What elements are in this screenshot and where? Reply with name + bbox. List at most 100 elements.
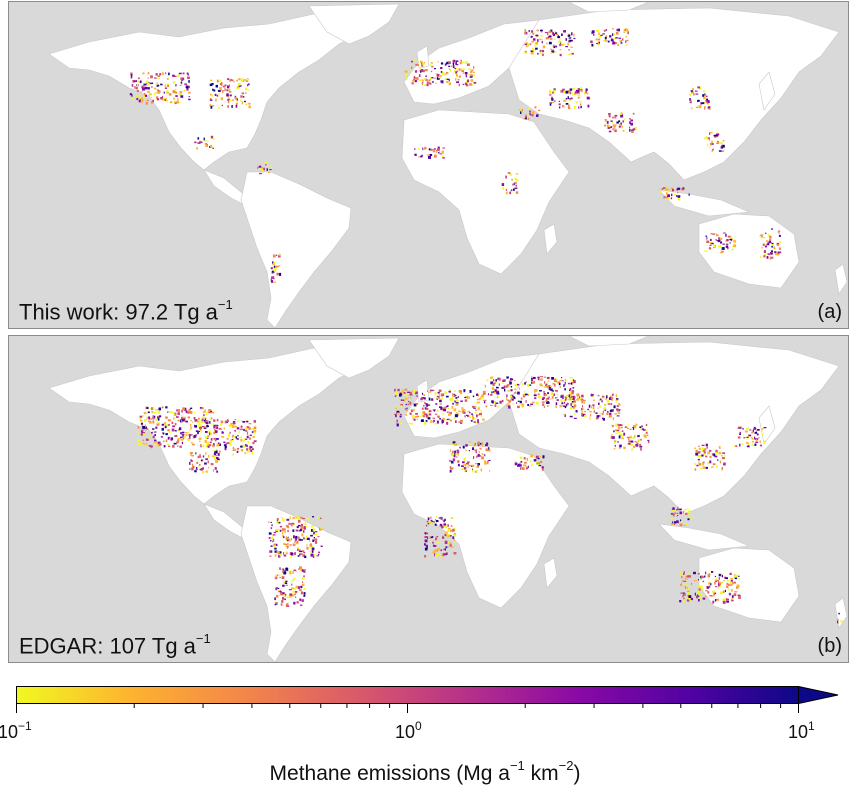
- emission-point: [731, 600, 734, 602]
- emission-point: [191, 467, 194, 471]
- emission-point: [163, 440, 165, 443]
- emission-point: [300, 516, 303, 519]
- emission-point: [554, 51, 557, 53]
- emission-point: [428, 156, 431, 159]
- emission-point: [436, 420, 439, 424]
- emission-point: [236, 438, 239, 440]
- emission-point: [251, 448, 254, 451]
- panel-b-caption-text: EDGAR: 107 Tg a: [19, 633, 196, 658]
- emission-point: [531, 381, 533, 384]
- emission-point: [707, 101, 710, 104]
- emission-point: [421, 407, 424, 410]
- emission-point: [690, 90, 693, 92]
- emission-point: [165, 72, 167, 75]
- emission-point: [751, 436, 753, 439]
- emission-point: [462, 461, 465, 464]
- emission-point: [213, 89, 216, 92]
- emission-point: [227, 78, 230, 80]
- emission-point: [519, 403, 522, 405]
- emission-point: [272, 263, 275, 265]
- emission-point: [178, 72, 182, 75]
- emission-point: [773, 247, 776, 250]
- emission-point: [694, 447, 697, 449]
- emission-point: [682, 187, 685, 190]
- emission-point: [619, 126, 621, 128]
- emission-point: [414, 416, 417, 418]
- emission-point: [217, 458, 220, 460]
- emission-point: [611, 436, 615, 439]
- emission-point: [438, 76, 441, 79]
- emission-point: [468, 441, 471, 443]
- emission-point: [282, 534, 284, 538]
- emission-point: [468, 415, 471, 418]
- emission-point: [587, 93, 589, 95]
- emission-point: [763, 440, 766, 444]
- emission-point: [449, 470, 452, 473]
- emission-point: [241, 78, 244, 81]
- emission-point: [722, 452, 726, 454]
- emission-point: [607, 40, 610, 43]
- emission-point: [215, 98, 217, 102]
- emission-point: [726, 601, 729, 603]
- emission-point: [541, 39, 543, 41]
- emission-point: [400, 403, 403, 406]
- emission-point: [732, 245, 734, 247]
- emission-point: [292, 529, 295, 532]
- emission-point: [703, 452, 705, 455]
- emission-point: [550, 386, 552, 389]
- emission-point: [435, 545, 437, 547]
- emission-point: [687, 592, 689, 595]
- emission-point: [699, 86, 702, 90]
- emission-point: [440, 555, 443, 558]
- emission-point: [145, 80, 149, 84]
- emission-point: [569, 88, 573, 91]
- emission-point: [670, 517, 673, 520]
- emission-point: [303, 576, 305, 580]
- emission-point: [204, 418, 206, 421]
- emission-point: [158, 409, 161, 412]
- emission-point: [607, 126, 611, 129]
- emission-point: [686, 588, 689, 591]
- emission-point: [739, 431, 741, 434]
- emission-point: [137, 439, 140, 442]
- emission-point: [698, 588, 701, 591]
- emission-point: [426, 421, 428, 423]
- emission-point: [549, 89, 551, 93]
- emission-point: [430, 70, 433, 73]
- emission-point: [165, 416, 168, 419]
- emission-point: [299, 550, 303, 553]
- emission-point: [141, 85, 144, 89]
- emission-point: [468, 450, 470, 452]
- emission-point: [296, 516, 299, 519]
- emission-point: [722, 598, 726, 602]
- emission-point: [245, 92, 247, 94]
- emission-point: [311, 550, 314, 553]
- emission-point: [610, 395, 612, 398]
- emission-point: [182, 433, 184, 437]
- emission-point: [147, 99, 149, 101]
- emission-point: [284, 593, 287, 595]
- emission-point: [707, 462, 709, 465]
- emission-point: [279, 567, 281, 570]
- emission-point: [530, 51, 534, 55]
- emission-point: [521, 405, 524, 408]
- emission-point: [614, 114, 618, 117]
- emission-point: [472, 405, 475, 408]
- emission-point: [442, 553, 446, 556]
- emission-point: [447, 541, 449, 544]
- emission-point: [277, 587, 280, 589]
- emission-point: [299, 589, 302, 591]
- emission-point: [454, 67, 456, 70]
- emission-point: [286, 570, 289, 573]
- emission-point: [470, 79, 474, 82]
- emission-point: [145, 94, 147, 97]
- emission-point: [490, 376, 493, 379]
- emission-point: [210, 463, 214, 466]
- emission-point: [424, 532, 427, 535]
- emission-point: [155, 73, 158, 76]
- emission-point: [440, 390, 442, 392]
- emission-point: [551, 377, 554, 380]
- emission-point: [411, 82, 414, 85]
- emission-point: [203, 137, 205, 141]
- emission-point: [413, 418, 416, 421]
